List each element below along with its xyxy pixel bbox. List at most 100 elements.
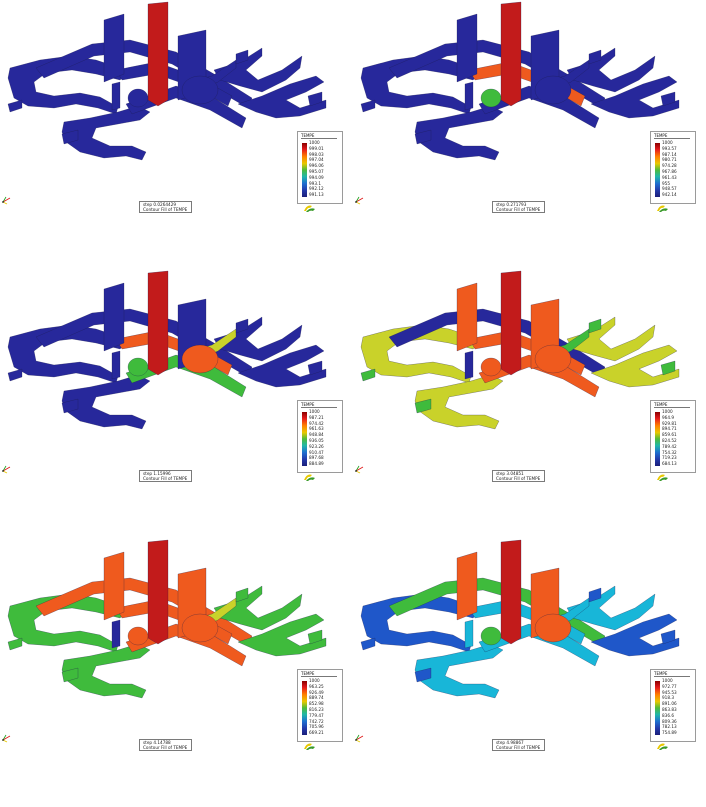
casting-model (7, 1, 327, 161)
riser-bulb-left (127, 88, 149, 108)
step-caption-line2: Contour Fill of TEMPE (143, 744, 188, 750)
legend-rule (301, 138, 337, 139)
color-legend: TEMPE 1000 987.21 974.42 961.63 948.84 936.05… (297, 400, 343, 473)
gate-right-1 (235, 587, 249, 603)
legend-value: 942.14 (662, 192, 677, 198)
legend-labels: 1000 964.9 929.81 894.71 859.61 824.52 789.42 7… (662, 409, 694, 467)
gate-right-2 (660, 629, 676, 645)
legend-value: 779.47 (309, 712, 324, 718)
runner-arm-left (360, 55, 480, 115)
gate-left-2 (414, 667, 432, 683)
legend-value: 923.26 (309, 443, 324, 449)
simulation-panel-5: TEMPE 1000 963.25 926.49 889.74 852.98 816.23… (0, 538, 353, 807)
runner-arm-lower-left (414, 105, 504, 161)
legend-title: TEMPE (301, 402, 315, 407)
legend-value: 936.05 (309, 437, 324, 443)
legend-value: 852.98 (309, 701, 324, 707)
axis-triad-icon (355, 734, 364, 743)
legend-labels: 1000 963.25 926.49 889.74 852.98 816.23 779.47… (309, 678, 341, 736)
casting-model (360, 539, 680, 699)
axis-triad-icon (2, 196, 11, 205)
step-caption-line1: step 0.271793 (496, 202, 527, 207)
color-legend: TEMPE 1000 964.9 929.81 894.71 859.61 824.52 7… (650, 400, 696, 473)
gate-right-1 (588, 49, 602, 65)
runner-arm-right-lower (590, 75, 680, 119)
step-caption-line2: Contour Fill of TEMPE (496, 475, 541, 481)
gate-left-2 (414, 398, 432, 414)
sprue (147, 270, 169, 376)
legend-value: 894.71 (662, 426, 677, 432)
riser-plate-left (456, 13, 478, 83)
step-caption: step 0.0264429 Contour Fill of TEMPE (139, 201, 192, 213)
riser-post (111, 81, 121, 111)
step-caption: step 3.04851 Contour Fill of TEMPE (492, 470, 545, 482)
runner-arm-right-upper (213, 47, 303, 93)
legend-title: TEMPE (654, 671, 668, 676)
legend-value: 991.13 (309, 192, 324, 198)
legend-value: 926.49 (309, 689, 324, 695)
step-caption: step 1.15996 Contour Fill of TEMPE (139, 470, 192, 482)
gate-right-2 (660, 91, 676, 107)
legend-title: TEMPE (654, 133, 668, 138)
runner-arm-right-lower (590, 613, 680, 657)
legend-value: 669.21 (309, 730, 324, 736)
legend-rule (654, 676, 690, 677)
legend-labels: 1000 999.01 998.03 997.04 996.06 995.07 994.09… (309, 140, 341, 198)
legend-value: 863.83 (662, 706, 677, 712)
gate-left-2 (61, 398, 79, 414)
riser-bulb-right (534, 75, 572, 105)
legend-value: 998.03 (309, 151, 324, 157)
legend-labels: 1000 972.77 945.53 918.3 891.06 863.83 836.6 80… (662, 678, 694, 736)
simulation-panel-3: TEMPE 1000 987.21 974.42 961.63 948.84 936.05… (0, 269, 353, 538)
step-caption-line2: Contour Fill of TEMPE (496, 744, 541, 750)
gate-right-1 (588, 587, 602, 603)
legend-value: 948.57 (662, 186, 677, 192)
legend-color-bar (302, 681, 307, 735)
legend-value: 999.01 (309, 145, 324, 151)
legend-value: 993.1 (309, 180, 321, 186)
legend-color-bar (302, 412, 307, 466)
legend-value: 945.53 (662, 689, 677, 695)
legend-value: 1000 (309, 140, 320, 145)
runner-arm-lower-left (414, 374, 504, 430)
legend-rule (301, 676, 337, 677)
legend-value: 980.71 (662, 157, 677, 163)
riser-bulb-right (534, 613, 572, 643)
runner-arm-lower-left (414, 643, 504, 699)
legend-rule (654, 407, 690, 408)
legend-value: 996.06 (309, 163, 324, 169)
legend-value: 974.42 (309, 420, 324, 426)
gate-left-1 (7, 368, 23, 382)
runner-arm-lower-left (61, 643, 151, 699)
simulation-panel-1: TEMPE 1000 999.01 998.03 997.04 996.06 995.07… (0, 0, 353, 269)
gate-left-2 (61, 129, 79, 145)
legend-value: 824.52 (662, 437, 677, 443)
legend-value: 961.63 (309, 426, 324, 432)
riser-bulb-left (480, 626, 502, 646)
sprue (147, 1, 169, 107)
software-logo-icon (304, 743, 315, 750)
runner-arm-right-lower (237, 344, 327, 388)
legend-title: TEMPE (301, 671, 315, 676)
legend-color-bar (302, 143, 307, 197)
legend-value: 754.32 (662, 449, 677, 455)
legend-value: 910.47 (309, 449, 324, 455)
legend-value: 889.74 (309, 695, 324, 701)
legend-value: 1000 (662, 678, 673, 683)
color-legend: TEMPE 1000 972.77 945.53 918.3 891.06 863.83 8… (650, 669, 696, 742)
runner-arm-right-upper (213, 316, 303, 362)
legend-title: TEMPE (301, 133, 315, 138)
gate-right-2 (307, 360, 323, 376)
legend-value: 987.14 (662, 151, 677, 157)
axis-triad-icon (355, 196, 364, 205)
software-logo-icon (657, 205, 668, 212)
casting-model (360, 270, 680, 430)
casting-model (360, 1, 680, 161)
gate-left-2 (61, 667, 79, 683)
step-caption: step 4.98867 Contour Fill of TEMPE (492, 739, 545, 751)
legend-value: 963.25 (309, 683, 324, 689)
riser-bulb-left (480, 357, 502, 377)
legend-value: 836.6 (662, 712, 674, 718)
gate-right-2 (660, 360, 676, 376)
riser-bulb-left (127, 357, 149, 377)
